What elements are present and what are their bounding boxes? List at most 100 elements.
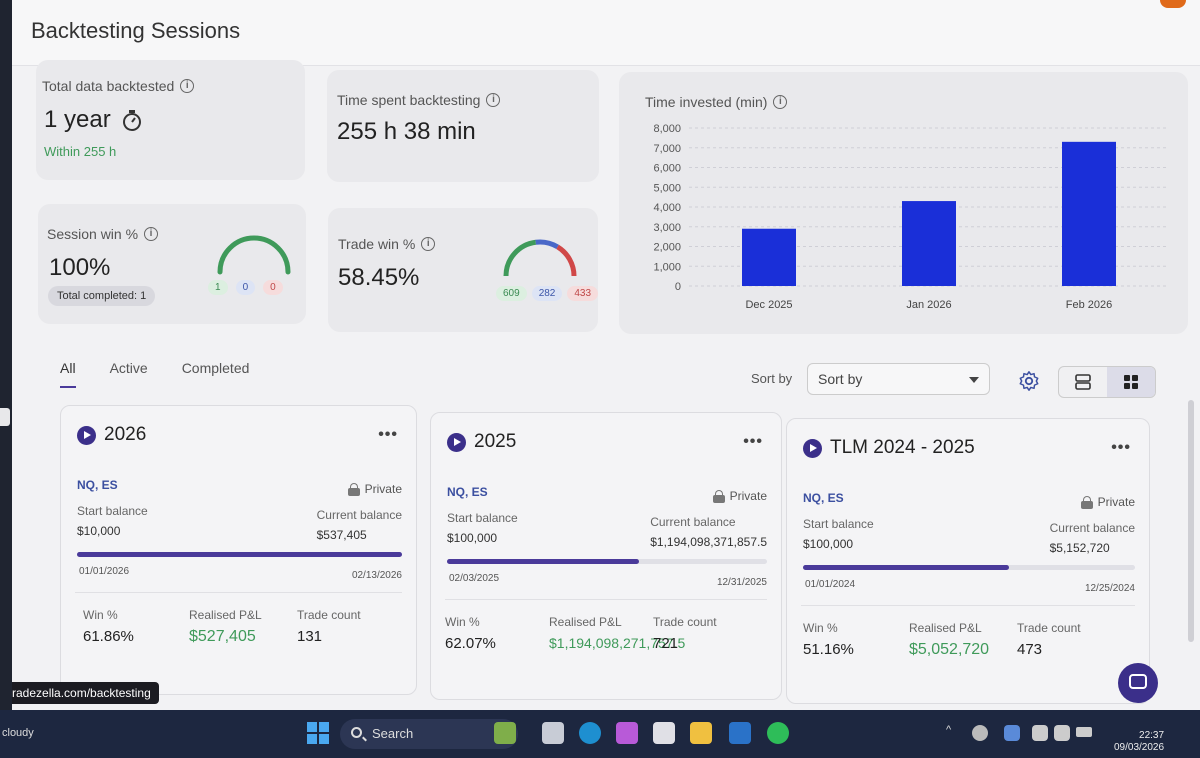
info-icon[interactable]: i	[180, 79, 195, 93]
store-icon[interactable]	[653, 722, 675, 744]
start-date: 01/01/2026	[79, 566, 130, 577]
session-card[interactable]: 2025 ••• NQ, ES Private Start balance $10…	[430, 412, 782, 700]
lock-icon	[712, 490, 725, 503]
task-view-icon[interactable]	[542, 722, 564, 744]
play-icon[interactable]	[803, 438, 822, 458]
weather-widget[interactable]: cloudy	[2, 727, 34, 739]
y-tick-label: 5,000	[653, 182, 681, 194]
trade-win-label-text: Trade win %	[338, 236, 416, 252]
tab-active[interactable]: Active	[109, 360, 148, 376]
breakeven-pill: 282	[531, 286, 563, 301]
volume-icon[interactable]	[1054, 725, 1070, 741]
divider	[801, 605, 1135, 606]
total-data-card: Total data backtested i 1 year Within 25…	[36, 60, 305, 180]
trade-win-card: Trade win % i 58.45% 609 282 433	[328, 208, 599, 332]
outlook-icon[interactable]	[729, 722, 751, 744]
session-tabs: All Active Completed	[60, 360, 249, 388]
pnl-value: $5,052,720	[909, 641, 990, 658]
bar-dec-2025[interactable]	[742, 228, 796, 286]
copilot-icon[interactable]	[616, 722, 638, 744]
clock-date: 09/03/2026	[1114, 742, 1165, 753]
session-win-value: 100%	[49, 254, 111, 281]
battery-icon[interactable]	[1076, 727, 1092, 737]
side-tab[interactable]	[0, 408, 10, 426]
info-icon[interactable]: i	[773, 95, 788, 109]
info-icon[interactable]: i	[421, 237, 436, 251]
win-pct-label: Win %	[803, 621, 838, 635]
session-progress-fill	[447, 559, 639, 564]
pnl-value: $527,405	[189, 628, 256, 645]
session-symbols: NQ, ES	[447, 485, 488, 499]
info-icon[interactable]: i	[486, 93, 501, 107]
x-tick-label: Feb 2026	[1066, 299, 1112, 311]
session-symbols: NQ, ES	[77, 478, 118, 492]
spotify-icon[interactable]	[767, 722, 789, 744]
gear-icon[interactable]	[1018, 370, 1040, 392]
bar-feb-2026[interactable]	[1062, 141, 1116, 286]
start-balance-value: $100,000	[447, 531, 498, 545]
session-progress-track	[803, 565, 1135, 570]
sort-select[interactable]: Sort by	[807, 363, 990, 395]
clock-time: 22:37	[1139, 730, 1165, 741]
session-progress-track	[77, 552, 402, 557]
more-options-icon[interactable]: •••	[743, 433, 763, 450]
pnl-value: $1,194,098,271,757.5	[549, 635, 686, 651]
privacy-text: Private	[364, 482, 402, 496]
time-spent-label-text: Time spent backtesting	[337, 92, 481, 108]
time-invested-chart: 8,000 7,000 6,000 5,000 4,000 3,000 2,000 1,000…	[653, 123, 1169, 311]
session-name: 2025	[474, 431, 517, 452]
play-icon[interactable]	[77, 425, 96, 445]
more-options-icon[interactable]: •••	[1111, 439, 1131, 456]
tray-chevron-icon[interactable]: ^	[946, 724, 952, 736]
time-spent-label: Time spent backtesting i	[337, 92, 501, 108]
list-view-button[interactable]	[1059, 367, 1107, 397]
app-window: Backtesting Sessions Total data backtest…	[12, 0, 1200, 710]
trade-count-value: 131	[297, 628, 323, 645]
x-tick-label: Dec 2025	[745, 299, 792, 311]
view-toggle	[1058, 366, 1156, 398]
breakeven-pill: 0	[235, 280, 256, 295]
trade-win-gauge	[503, 239, 577, 277]
time-invested-card: Time invested (min) i 8,000 7,000 6,000 5,0…	[619, 72, 1188, 334]
current-balance-value: $5,152,720	[1049, 541, 1110, 555]
trade-count-label: Trade count	[1017, 621, 1081, 635]
taskbar-search[interactable]: Search	[340, 719, 518, 749]
widgets-icon[interactable]	[494, 722, 516, 744]
file-explorer-icon[interactable]	[690, 722, 712, 744]
info-icon[interactable]: i	[144, 227, 159, 241]
total-data-label-text: Total data backtested	[42, 78, 175, 94]
onedrive-icon[interactable]	[1004, 725, 1020, 741]
tab-completed[interactable]: Completed	[181, 360, 250, 376]
status-url: radezella.com/backtesting	[12, 682, 159, 704]
notification-badge[interactable]	[1160, 0, 1186, 8]
trade-count-label: Trade count	[653, 615, 717, 629]
search-icon	[351, 727, 362, 738]
edge-icon[interactable]	[579, 722, 601, 744]
privacy-badge: Private	[347, 482, 402, 496]
privacy-badge: Private	[1080, 495, 1135, 509]
wins-pill: 609	[496, 286, 527, 301]
grid-view-button[interactable]	[1107, 367, 1155, 397]
privacy-badge: Private	[712, 489, 767, 503]
session-win-label: Session win % i	[47, 226, 159, 242]
side-window-strip	[0, 0, 12, 710]
wifi-icon[interactable]	[1032, 725, 1048, 741]
session-name: TLM 2024 - 2025	[830, 437, 975, 458]
sort-select-value: Sort by	[818, 371, 863, 387]
play-icon[interactable]	[447, 432, 466, 452]
time-spent-value: 255 h 38 min	[337, 118, 476, 145]
chat-button[interactable]	[1118, 663, 1158, 703]
bar-jan-2026[interactable]	[902, 201, 956, 286]
more-options-icon[interactable]: •••	[378, 426, 398, 443]
scrollbar[interactable]	[1188, 400, 1194, 642]
taskbar-clock[interactable]: 22:37 09/03/2026	[1114, 730, 1164, 754]
trade-count-label: Trade count	[297, 608, 361, 622]
session-card[interactable]: 2026 ••• NQ, ES Private Start balance $10…	[60, 405, 417, 695]
session-win-label-text: Session win %	[47, 226, 139, 242]
sync-icon[interactable]	[972, 725, 988, 741]
session-card[interactable]: TLM 2024 - 2025 ••• NQ, ES Private Start…	[786, 418, 1150, 704]
windows-start-icon[interactable]	[307, 722, 329, 744]
chart-title: Time invested (min) i	[645, 94, 788, 110]
tab-all[interactable]: All	[60, 360, 76, 388]
taskbar: cloudy Search ^ 22:37 09/03/2026	[0, 710, 1200, 758]
